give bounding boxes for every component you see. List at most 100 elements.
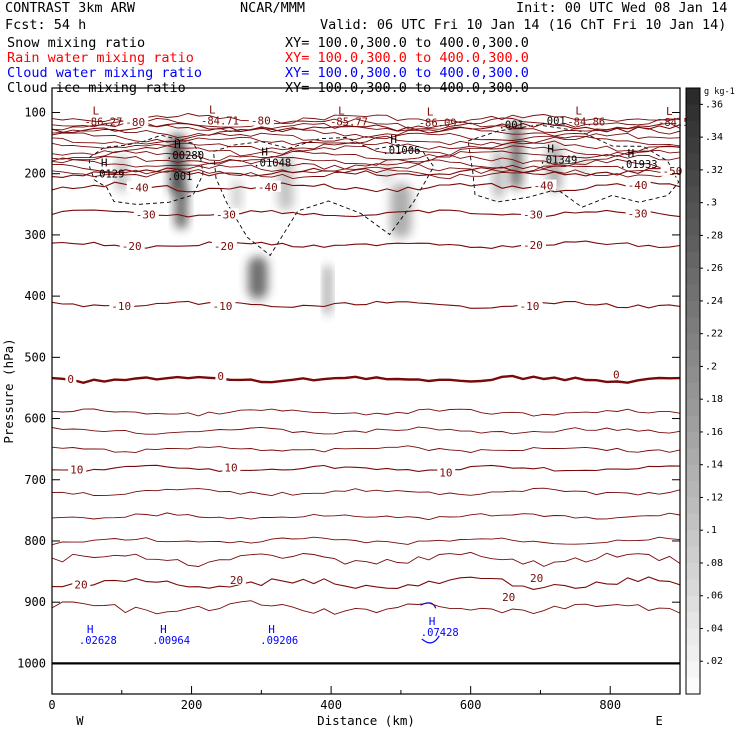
isotherm-line-3 xyxy=(52,126,680,139)
extremum-marker-11: H xyxy=(628,147,635,160)
colorbar-frame xyxy=(685,87,701,695)
isotherm-label-bg-12 xyxy=(211,240,237,252)
cloud-ice-label-1: .001 xyxy=(499,119,524,131)
isotherm-label-14: -10 xyxy=(111,300,131,313)
isotherm-label-bg-4 xyxy=(255,180,281,192)
contour-labels: -80 -80 -50 -40 -40 -40 -40 -30 -30 -30 -30 -20 -20 -… xyxy=(65,104,696,647)
extremum-marker-1: L xyxy=(209,104,216,117)
isotherm-label-bg-13 xyxy=(521,238,546,250)
colorbar-tick-label-8: .2 xyxy=(705,361,717,372)
extremum-marker-13: H xyxy=(160,623,167,636)
isotherm-label-bg-17 xyxy=(65,372,77,384)
x-tick-label-4: 800 xyxy=(599,698,621,712)
isotherm-label-bg-0 xyxy=(123,115,149,127)
isotherm-line-13 xyxy=(52,122,680,134)
mixing-ratio-cell-6 xyxy=(324,265,332,315)
isotherm-label-bg-16 xyxy=(517,300,543,312)
colorbar-step-10 xyxy=(686,251,700,269)
isotherm-label-4: -40 xyxy=(258,181,278,194)
isotherm-line-9 xyxy=(52,154,680,166)
extremum-marker-10: H xyxy=(547,142,554,155)
colorbar-step-26 xyxy=(686,513,700,531)
x-tick-label-0: 0 xyxy=(48,698,55,712)
isotherm-label-21: 10 xyxy=(224,462,237,475)
isotherm-label-bg-25 xyxy=(500,590,519,602)
field-name-snow: Snow mixing ratio xyxy=(7,35,146,51)
mixing-ratio-cell-3 xyxy=(232,179,242,211)
extremum-value-10: .01349 xyxy=(539,154,577,166)
isotherm-label-bg-15 xyxy=(210,300,236,312)
isotherm-line-14 xyxy=(52,166,680,178)
isotherm-label-bg-11 xyxy=(119,240,145,252)
y-tick-label-5: 600 xyxy=(24,412,46,426)
isotherm-label-bg-22 xyxy=(437,466,456,478)
colorbar-tick-label-15: .06 xyxy=(705,591,723,602)
colorbar-step-18 xyxy=(686,382,700,400)
extremum-value-2: -85.77 xyxy=(330,116,368,128)
y-tick-label-8: 900 xyxy=(24,595,46,609)
isotherm-label-bg-20 xyxy=(68,463,87,475)
mixing-ratio-cell-4 xyxy=(248,256,268,300)
forecast-hour: Fcst: 54 h xyxy=(5,17,87,33)
colorbar-tick-label-5: .26 xyxy=(705,263,723,274)
colorbar-tick-label-2: .32 xyxy=(705,165,723,176)
colorbar-step-29 xyxy=(686,562,700,580)
field-xy-rain: XY= 100.0,300.0 to 400.0,300.0 xyxy=(285,50,529,66)
isotherm-line-12 xyxy=(52,168,680,180)
y-tick-label-0: 100 xyxy=(24,105,46,119)
colorbar-step-15 xyxy=(686,333,700,351)
colorbar-step-6 xyxy=(686,186,700,204)
isotherm-line-5 xyxy=(52,135,680,147)
isotherm-line-19 xyxy=(52,374,680,385)
extremum-marker-4: L xyxy=(575,104,582,117)
isotherm-line-10 xyxy=(52,158,680,170)
colorbar-step-25 xyxy=(686,497,700,515)
isotherm-label-bg-3 xyxy=(126,181,152,193)
isotherm-label-17: 0 xyxy=(67,373,74,386)
isotherm-label-13: -20 xyxy=(523,239,543,252)
isotherm-label-2: -50 xyxy=(663,165,683,178)
colorbar-step-34 xyxy=(686,644,700,662)
colorbar-step-32 xyxy=(686,612,700,629)
colorbar-tick-label-1: .34 xyxy=(705,132,723,143)
colorbar-step-35 xyxy=(686,661,700,679)
extremum-marker-8: H xyxy=(261,145,268,158)
valid-time: Valid: 06 UTC Fri 10 Jan 14 (16 ChT Fri … xyxy=(320,17,727,33)
colorbar-step-23 xyxy=(686,464,700,482)
colorbar-tick-label-17: .02 xyxy=(705,656,723,667)
extremum-value-11: .01933 xyxy=(620,159,658,171)
isotherm-line-1 xyxy=(52,117,680,129)
y-tick-label-2: 300 xyxy=(24,228,46,242)
isotherm-line-21 xyxy=(52,576,680,590)
isotherm-label-0: -80 xyxy=(125,116,145,129)
colorbar-step-14 xyxy=(686,317,700,335)
isotherm-label-bg-7 xyxy=(133,208,159,220)
extremum-value-8: .01048 xyxy=(253,157,291,169)
isotherm-label-16: -10 xyxy=(520,300,540,313)
isotherm-label-bg-9 xyxy=(521,208,546,220)
cloud-ice-label-2: .001 xyxy=(540,116,565,128)
colorbar-step-21 xyxy=(686,431,700,449)
colorbar-tick-label-0: .36 xyxy=(705,99,723,110)
colorbar-step-8 xyxy=(686,219,700,236)
isotherm-line-27 xyxy=(52,536,680,546)
colorbar-step-1 xyxy=(686,104,700,122)
isotherm-label-25: 20 xyxy=(502,591,515,604)
isotherm-line-25 xyxy=(52,487,680,497)
isotherm-label-12: -20 xyxy=(214,240,234,253)
colorbar-tick-label-13: .1 xyxy=(705,525,717,536)
extremum-marker-0: L xyxy=(92,104,99,117)
isotherm-label-22: 10 xyxy=(439,467,452,480)
isotherm-label-bg-23 xyxy=(72,578,91,590)
field-xy-snow: XY= 100.0,300.0 to 400.0,300.0 xyxy=(285,35,529,51)
isotherm-label-5: -40 xyxy=(533,180,553,193)
isotherm-label-9: -30 xyxy=(523,208,543,221)
x-tick-label-1: 200 xyxy=(181,698,203,712)
isotherm-line-20 xyxy=(52,464,680,473)
isotherm-line-28 xyxy=(52,551,680,567)
colorbar-tick-label-16: .04 xyxy=(705,623,723,634)
colorbar-tick-label-4: .28 xyxy=(705,230,723,241)
extremum-marker-12: H xyxy=(87,623,94,636)
colorbar-step-13 xyxy=(686,300,700,318)
